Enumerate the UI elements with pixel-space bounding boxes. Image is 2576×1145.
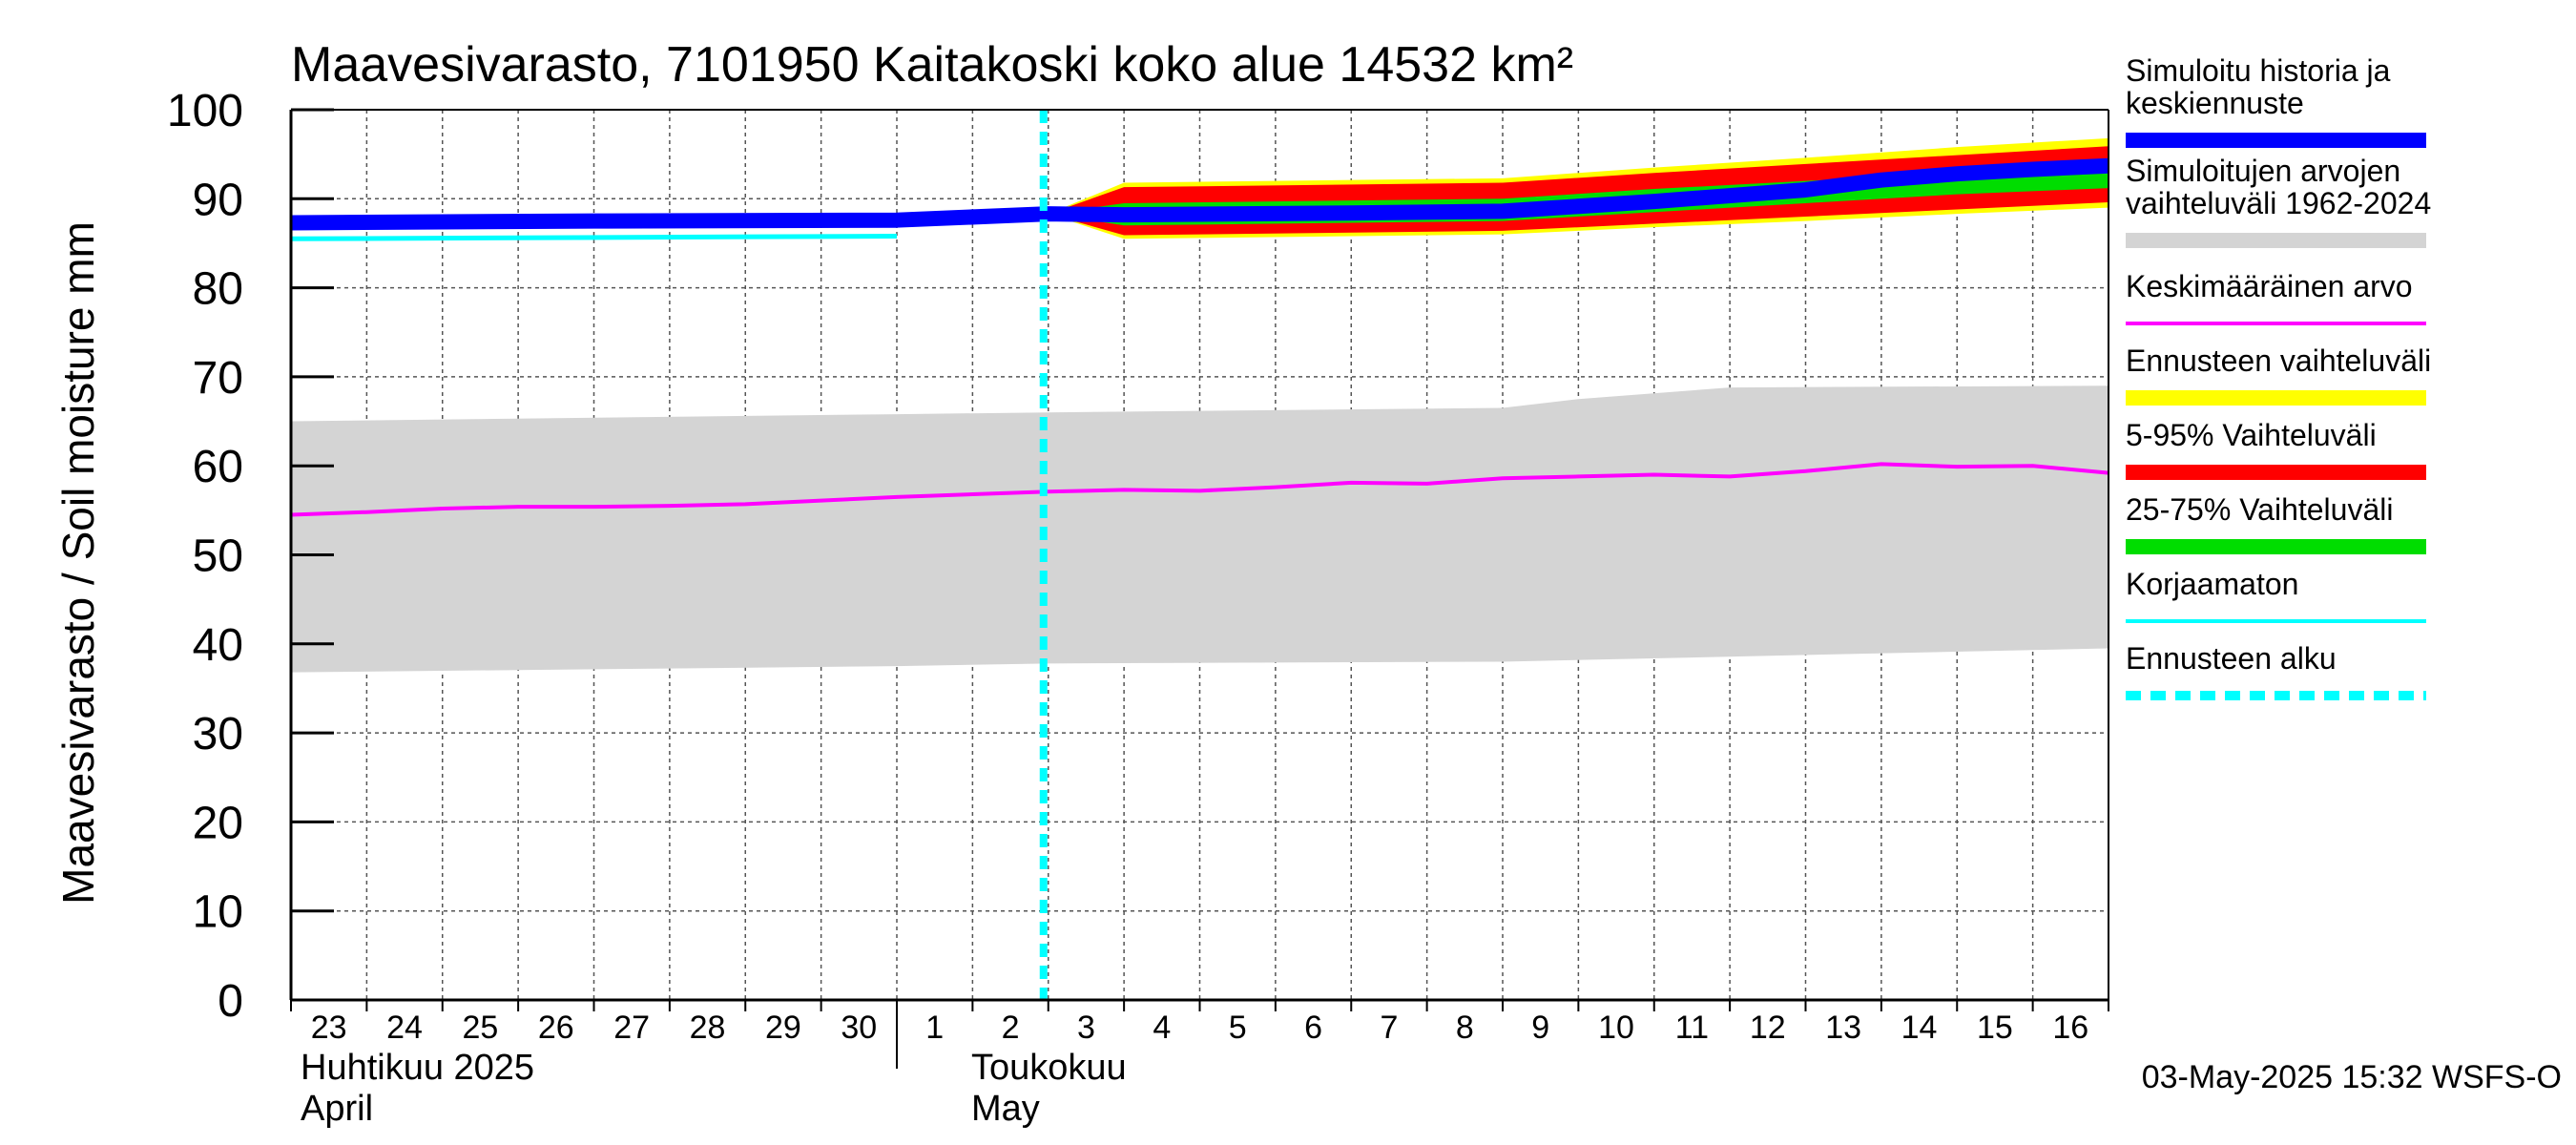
- y-tick-label: 40: [193, 620, 243, 671]
- lines: [290, 110, 2109, 1000]
- y-tick-label: 70: [193, 353, 243, 404]
- x-tick-label: 28: [690, 1010, 726, 1046]
- x-tick-label: 7: [1380, 1010, 1398, 1046]
- x-tick-label: 13: [1825, 1010, 1861, 1046]
- x-tick-label: 5: [1229, 1010, 1247, 1046]
- x-tick-label: 2: [1002, 1010, 1020, 1046]
- legend-label: Simuloitu historia ja: [2126, 53, 2391, 88]
- x-tick-label: 27: [613, 1010, 650, 1046]
- x-tick-label: 11: [1675, 1010, 1709, 1046]
- legend-label: Korjaamaton: [2126, 567, 2298, 601]
- legend-swatch: [2126, 465, 2426, 480]
- month-label-en: April: [301, 1089, 373, 1129]
- x-tick-label: 14: [1901, 1010, 1938, 1046]
- mean-line: [290, 462, 2109, 517]
- y-tick-label: 30: [193, 709, 243, 760]
- legend-label: 25-75% Vaihteluväli: [2126, 492, 2393, 527]
- legend-label: Simuloitujen arvojen: [2126, 154, 2400, 188]
- legend-label: 5-95% Vaihteluväli: [2126, 418, 2377, 452]
- x-tick-label: 25: [463, 1010, 499, 1046]
- x-tick-label: 16: [2052, 1010, 2088, 1046]
- x-tick-label: 6: [1304, 1010, 1322, 1046]
- y-tick-label: 80: [193, 264, 243, 315]
- month-label-fi: Huhtikuu 2025: [301, 1048, 534, 1088]
- y-axis-label: Maavesivarasto / Soil moisture mm: [53, 221, 103, 905]
- legend-swatch: [2126, 390, 2426, 406]
- x-tick-label: 3: [1077, 1010, 1095, 1046]
- legend-label: Ennusteen vaihteluväli: [2126, 344, 2431, 378]
- uncorrected-line: [290, 233, 898, 241]
- legend-swatch: [2126, 133, 2426, 148]
- legend-label: keskiennuste: [2126, 86, 2304, 120]
- chart-title: Maavesivarasto, 7101950 Kaitakoski koko …: [291, 37, 1573, 93]
- x-tick-label: 23: [311, 1010, 347, 1046]
- y-tick-label: 90: [193, 175, 243, 225]
- simulated-median-line: [290, 157, 2109, 231]
- x-tick-label: 24: [386, 1010, 423, 1046]
- x-tick-label: 8: [1456, 1010, 1474, 1046]
- y-tick-label: 100: [167, 86, 243, 136]
- month-label-fi: Toukokuu: [971, 1048, 1127, 1088]
- y-tick-label: 20: [193, 798, 243, 848]
- x-tick-label: 10: [1598, 1010, 1634, 1046]
- x-tick-label: 26: [538, 1010, 574, 1046]
- x-tick-label: 29: [765, 1010, 801, 1046]
- legend-label: vaihteluväli 1962-2024: [2126, 186, 2431, 220]
- x-tick-label: 1: [925, 1010, 944, 1046]
- month-label-en: May: [971, 1089, 1040, 1129]
- legend-label: Ennusteen alku: [2126, 641, 2337, 676]
- x-tick-label: 30: [841, 1010, 877, 1046]
- x-tick-label: 4: [1153, 1010, 1171, 1046]
- y-tick-label: 10: [193, 887, 243, 938]
- legend-swatch: [2126, 539, 2426, 554]
- x-tick-label: 9: [1531, 1010, 1549, 1046]
- y-tick-label: 60: [193, 442, 243, 492]
- y-tick-label: 0: [218, 976, 243, 1027]
- band-simuloitujen-arvojen-vaihteluv-li-1962-2024: [291, 385, 2109, 673]
- legend-label: Keskimääräinen arvo: [2126, 269, 2413, 303]
- timestamp: 03-May-2025 15:32 WSFS-O: [2142, 1059, 2562, 1095]
- legend-swatch: [2126, 233, 2426, 248]
- x-tick-label: 12: [1750, 1010, 1786, 1046]
- x-tick-label: 15: [1977, 1010, 2013, 1046]
- y-tick-label: 50: [193, 531, 243, 582]
